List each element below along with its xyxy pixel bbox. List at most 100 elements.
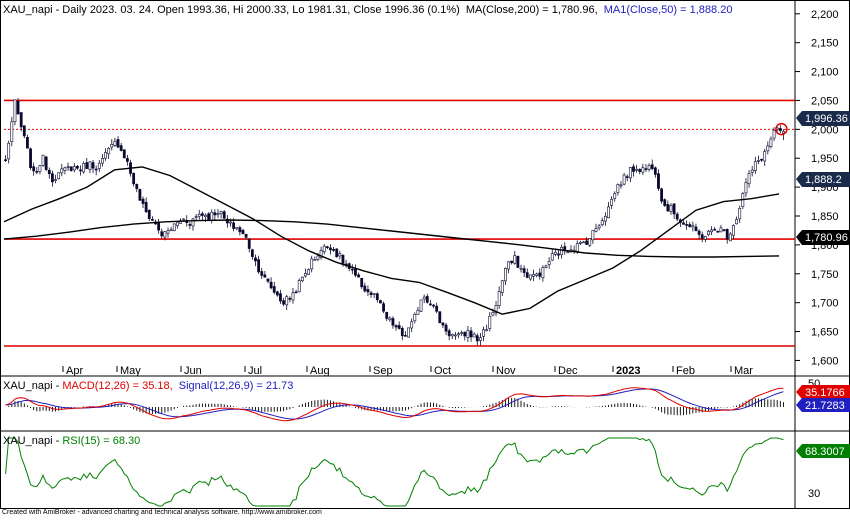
candle-body [463, 331, 467, 337]
signal-badge: 21.7283 [796, 398, 850, 412]
price-ytick-label: 1,950 [811, 153, 839, 165]
candle-body [682, 222, 685, 225]
candle-body [710, 229, 713, 233]
macd-header: XAU_napi - MACD(12,26) = 35.18, Signal(1… [3, 380, 293, 392]
candle-body [660, 188, 664, 202]
candle-body [375, 293, 379, 301]
candle-body [257, 259, 261, 273]
candle-body [222, 211, 226, 219]
candle-body [135, 184, 139, 189]
macd-line [5, 387, 784, 422]
candle-body [694, 226, 698, 231]
candle-body [269, 281, 273, 289]
x-tick-label: Feb [676, 365, 695, 377]
candle-body [329, 247, 332, 251]
candle-body [291, 292, 295, 301]
close-price-badge-text: 1,996.36 [805, 113, 848, 125]
candle-body [338, 253, 342, 257]
rsi-header-rsi: RSI(15) = 68.30 [62, 435, 140, 447]
candle-body [144, 201, 148, 213]
signal-line [5, 388, 784, 420]
candle-body [450, 334, 454, 337]
candle-body [638, 169, 642, 172]
candle-body [769, 138, 773, 147]
candle-body [91, 162, 95, 169]
candle-body [719, 227, 723, 233]
candle-body [703, 236, 707, 240]
candle-body [382, 303, 385, 312]
candle-body [613, 193, 617, 199]
candle-body [525, 272, 529, 278]
signal-badge-text: 21.7283 [805, 400, 845, 412]
candle-body [350, 268, 354, 271]
candle-body [778, 128, 782, 132]
candle-body [547, 261, 551, 265]
candle-body [538, 272, 542, 277]
candle-body [675, 213, 679, 220]
candle-body [391, 318, 395, 326]
candle-body [194, 216, 198, 218]
candle-body [550, 253, 554, 261]
candle-body [97, 163, 101, 169]
candle-body [279, 293, 282, 302]
candle-body [13, 99, 17, 122]
horizontal-levels [4, 99, 795, 347]
candle-body [172, 223, 176, 232]
candle-body [510, 260, 514, 264]
candle-body [394, 325, 398, 328]
candle-body [357, 274, 360, 278]
candle-body [691, 225, 695, 228]
candle-body [557, 253, 560, 256]
candle-body [319, 250, 323, 258]
rsi-header: XAU_napi - RSI(15) = 68.30 [3, 435, 140, 447]
candle-body [385, 312, 389, 319]
candle-body [438, 311, 442, 324]
candle-body [85, 162, 89, 169]
candle-body [35, 171, 39, 173]
candle-body [772, 129, 776, 139]
candle-body [513, 255, 517, 264]
candle-body [597, 225, 601, 229]
candle-body [585, 240, 589, 245]
candle-body [104, 152, 107, 159]
macd-badge-text: 35.1766 [805, 387, 845, 399]
candle-body [685, 224, 688, 226]
candle-body [607, 206, 610, 219]
candle-body [491, 312, 495, 316]
candle-body [753, 161, 757, 171]
ma200-badge-text: 1,780.96 [805, 232, 848, 244]
candle-body [213, 212, 217, 216]
close-price-badge: 1,996.36 [796, 111, 850, 126]
candle-body [444, 324, 448, 332]
candle-body [666, 204, 670, 212]
candle-body [138, 189, 142, 201]
candle-body [72, 166, 76, 171]
candle-body [113, 140, 117, 146]
candle-body [425, 296, 429, 303]
candle-body [722, 229, 726, 232]
candle-body [622, 174, 626, 185]
candle-body [297, 280, 301, 293]
ma50-line [3, 166, 780, 315]
candle-body [429, 303, 432, 306]
candle-body [653, 167, 657, 175]
candle-body [200, 213, 204, 216]
price-ytick-label: 2,150 [811, 38, 839, 50]
candlestick-series [4, 98, 785, 346]
candle-body [566, 251, 570, 254]
candle-body [285, 296, 289, 306]
rsi-badge: 68.3007 [796, 444, 850, 458]
candle-body [322, 245, 326, 253]
price-ytick-label: 2,000 [811, 124, 839, 136]
candle-body [497, 291, 501, 307]
candle-body [254, 257, 257, 262]
candle-body [372, 293, 376, 295]
candle-body [413, 313, 417, 322]
price-ytick-label: 2,200 [811, 9, 839, 21]
candle-body [532, 274, 535, 277]
candle-body [169, 229, 173, 232]
price-ytick-label: 1,600 [811, 355, 839, 367]
candle-body [591, 230, 595, 241]
candle-body [757, 160, 760, 162]
price-ytick-label: 2,100 [811, 67, 839, 79]
